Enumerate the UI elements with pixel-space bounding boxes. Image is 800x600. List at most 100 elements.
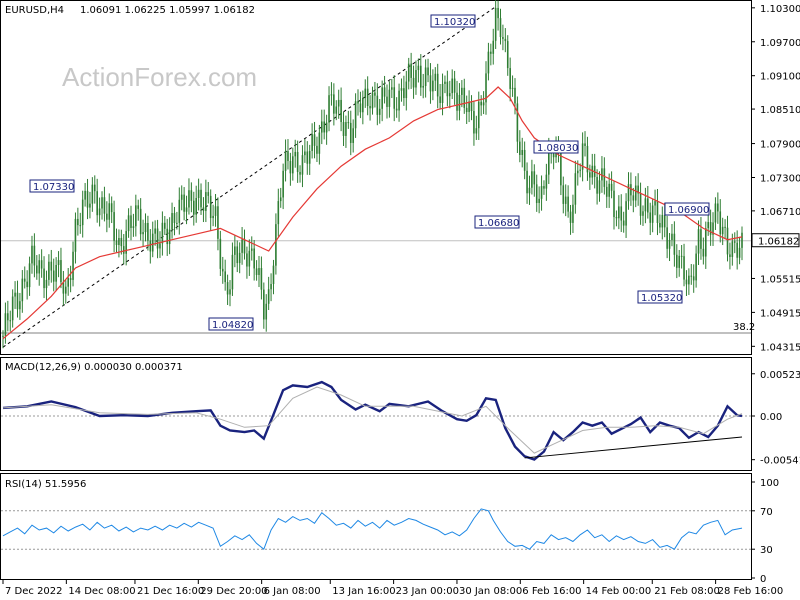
candle-body xyxy=(192,200,195,215)
candle-body xyxy=(246,253,248,267)
price-tick-label: 1.09700 xyxy=(760,38,800,49)
time-tick-label: 30 Jan 08:00 xyxy=(459,586,522,597)
candle-body xyxy=(342,122,345,136)
candle-body xyxy=(195,197,198,215)
candle-body xyxy=(16,292,19,310)
candle-body xyxy=(144,222,147,233)
time-tick-label: 21 Dec 16:00 xyxy=(137,586,204,597)
candle-body xyxy=(180,194,183,200)
candle-body xyxy=(547,150,550,175)
candle-body xyxy=(79,225,82,227)
candle-body xyxy=(347,122,350,124)
candle-body xyxy=(560,150,562,186)
candle-body xyxy=(48,261,50,280)
candle-body xyxy=(700,229,702,249)
candle-body xyxy=(229,289,231,295)
candle-body xyxy=(463,87,466,108)
candle-body xyxy=(221,268,224,272)
candle-body xyxy=(306,151,309,164)
candle-body xyxy=(289,161,292,174)
candle-body xyxy=(656,201,659,223)
candle-body xyxy=(304,151,306,156)
candle-body xyxy=(43,268,45,289)
candle-body xyxy=(395,108,398,111)
candle-body xyxy=(506,41,509,69)
candle-body xyxy=(231,254,234,290)
candle-body xyxy=(598,180,601,194)
candle-body xyxy=(531,171,533,188)
candle-body xyxy=(214,206,217,216)
candle-body xyxy=(120,237,123,247)
candle-body xyxy=(265,303,268,320)
candle-body xyxy=(661,214,664,228)
candle-body xyxy=(345,122,347,136)
macd-tick-label: -0.005416 xyxy=(760,456,800,467)
candle-body xyxy=(403,88,405,99)
candle-body xyxy=(683,256,685,280)
candle-body xyxy=(81,199,84,226)
candle-body xyxy=(569,211,572,223)
candle-body xyxy=(9,320,12,322)
candle-body xyxy=(364,88,367,98)
price-tick-label: 1.09100 xyxy=(760,72,800,83)
time-tick-label: 14 Dec 08:00 xyxy=(68,586,135,597)
macd-title: MACD(12,26,9) 0.000030 0.000371 xyxy=(5,362,183,373)
candle-body xyxy=(519,141,521,155)
candle-body xyxy=(62,282,65,294)
candle-body xyxy=(308,150,311,164)
candle-body xyxy=(533,171,536,185)
candle-body xyxy=(717,203,719,212)
candle-body xyxy=(110,203,113,213)
candle-body xyxy=(516,103,519,142)
candle-body xyxy=(707,222,709,229)
price-callout-box xyxy=(430,14,476,28)
price-callout-box xyxy=(664,202,710,216)
candle-body xyxy=(96,191,98,216)
candle-body xyxy=(576,170,579,174)
candle-body xyxy=(52,270,55,282)
candle-body xyxy=(38,260,41,274)
candle-body xyxy=(596,176,598,194)
candle-body xyxy=(139,208,142,235)
price-axis: 1.10300 1.09700 1.09100 1.08510 1.07900 1.073… xyxy=(751,4,800,353)
trend-line xyxy=(2,6,496,348)
candle-body xyxy=(709,222,712,235)
candle-body xyxy=(393,87,396,109)
candle-body xyxy=(337,99,340,107)
price-callout-label: 1.08030 xyxy=(537,143,578,154)
candle-body xyxy=(287,151,289,162)
candle-body xyxy=(574,173,577,205)
macd-tick-label: 0.00 xyxy=(760,412,782,423)
rsi-tick-label: 30 xyxy=(760,545,773,556)
candle-body xyxy=(383,87,386,97)
candle-body xyxy=(741,232,743,248)
candle-body xyxy=(118,237,120,245)
candle-body xyxy=(64,286,67,294)
candle-body xyxy=(366,88,369,106)
candle-body xyxy=(618,206,620,219)
candle-body xyxy=(671,233,673,241)
candle-body xyxy=(294,151,297,157)
candle-body xyxy=(697,229,700,254)
moving-average-line xyxy=(2,86,743,340)
candle-body xyxy=(726,227,729,255)
candle-body xyxy=(31,245,33,264)
candle-body xyxy=(497,7,499,19)
candle-body xyxy=(441,83,444,103)
candle-body xyxy=(168,229,171,245)
candle-body xyxy=(178,199,181,223)
candle-body xyxy=(613,190,615,218)
candle-body xyxy=(369,105,371,109)
candle-body xyxy=(678,255,681,268)
price-tick-label: 1.07900 xyxy=(760,140,800,151)
candle-body xyxy=(434,73,437,81)
candle-body xyxy=(219,238,222,269)
candle-body xyxy=(113,212,115,241)
candle-body xyxy=(675,254,678,268)
price-callout-box xyxy=(29,179,75,193)
candle-body xyxy=(509,68,511,89)
candle-body xyxy=(14,292,16,297)
candle-body xyxy=(234,246,236,255)
candle-body xyxy=(357,101,359,104)
